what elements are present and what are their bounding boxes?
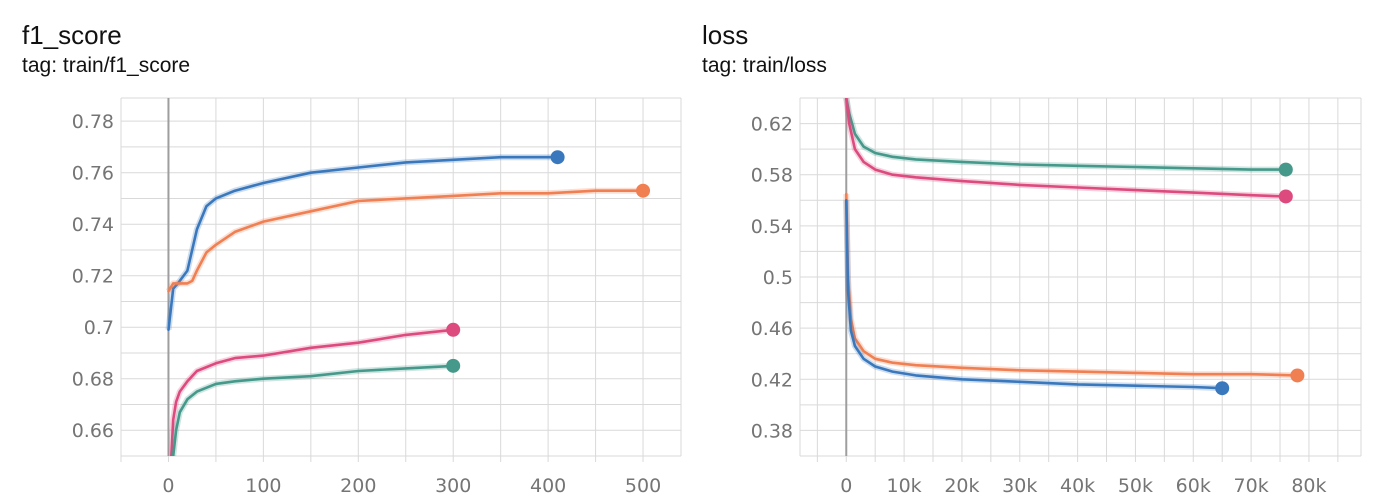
chart-title: f1_score — [22, 20, 122, 50]
x-tick-label: 400 — [530, 475, 566, 497]
series-band-teal — [170, 362, 454, 456]
y-tick-label: 0.68 — [72, 369, 114, 391]
series-line-pink — [170, 328, 455, 456]
y-tick-label: 0.72 — [72, 266, 114, 288]
series-end-marker-teal — [1278, 162, 1293, 177]
series-end-marker-pink — [446, 322, 461, 337]
y-tick-label: 0.74 — [72, 214, 114, 236]
x-tick-label: 60k — [1176, 475, 1211, 497]
x-tick-label: 80k — [1291, 475, 1326, 497]
series-band-blue — [843, 200, 1223, 392]
x-tick-label: 50k — [1118, 475, 1153, 497]
series-band-orange — [843, 193, 1298, 379]
series-end-marker-pink — [1278, 189, 1293, 204]
series-end-marker-blue — [550, 150, 565, 165]
x-tick-label: 20k — [944, 475, 979, 497]
x-tick-label: 70k — [1234, 475, 1269, 497]
f1-score-card: f1_score tag: train/f1_score — [0, 0, 680, 502]
x-tick-label: 0 — [162, 475, 174, 497]
chart-subtitle: tag: train/loss — [702, 54, 827, 77]
series-band-blue — [165, 154, 558, 331]
series-line-orange — [844, 192, 1299, 377]
x-tick-label: 10k — [887, 475, 922, 497]
x-tick-label: 200 — [340, 475, 376, 497]
series-line-teal — [844, 98, 1288, 171]
chart-subtitle: tag: train/f1_score — [22, 54, 191, 77]
series-end-marker-orange — [636, 183, 651, 198]
series-band-pink — [843, 98, 1286, 200]
y-tick-label: 0.58 — [751, 165, 793, 187]
y-tick-label: 0.62 — [751, 114, 793, 136]
loss-card: loss tag: train/loss — [680, 0, 1360, 502]
plot-0: 0 100 200 300 400 500 0.66 0.68 0.7 0.72 0.74 0.76 0… — [72, 97, 682, 497]
series-line-pink — [844, 98, 1288, 198]
x-tick-label: 0 — [840, 475, 852, 497]
y-tick-label: 0.42 — [751, 369, 793, 391]
y-tick-label: 0.76 — [72, 163, 114, 185]
y-tick-label: 0.38 — [751, 420, 793, 442]
x-tick-label: 100 — [245, 475, 281, 497]
series-line-blue — [844, 199, 1224, 390]
y-tick-label: 0.5 — [763, 267, 793, 289]
y-tick-label: 0.7 — [84, 317, 114, 339]
y-tick-label: 0.46 — [751, 318, 793, 340]
plot-1: 0 10k 20k 30k 40k 50k 60k 70k 80k 0.38 0.42 0.46 0.5… — [751, 97, 1362, 497]
y-tick-label: 0.66 — [72, 420, 114, 442]
series-line-teal — [171, 364, 455, 456]
x-tick-label: 30k — [1002, 475, 1037, 497]
x-tick-label: 40k — [1060, 475, 1095, 497]
series-line-orange — [167, 189, 645, 293]
y-tick-label: 0.54 — [751, 216, 793, 238]
x-tick-label: 500 — [625, 475, 661, 497]
chart-title: loss — [702, 20, 749, 50]
series-line-blue — [167, 155, 559, 332]
series-end-marker-teal — [446, 358, 461, 373]
y-tick-label: 0.78 — [72, 111, 114, 133]
x-tick-label: 300 — [435, 475, 471, 497]
series-end-marker-orange — [1290, 368, 1305, 383]
series-end-marker-blue — [1215, 381, 1230, 396]
